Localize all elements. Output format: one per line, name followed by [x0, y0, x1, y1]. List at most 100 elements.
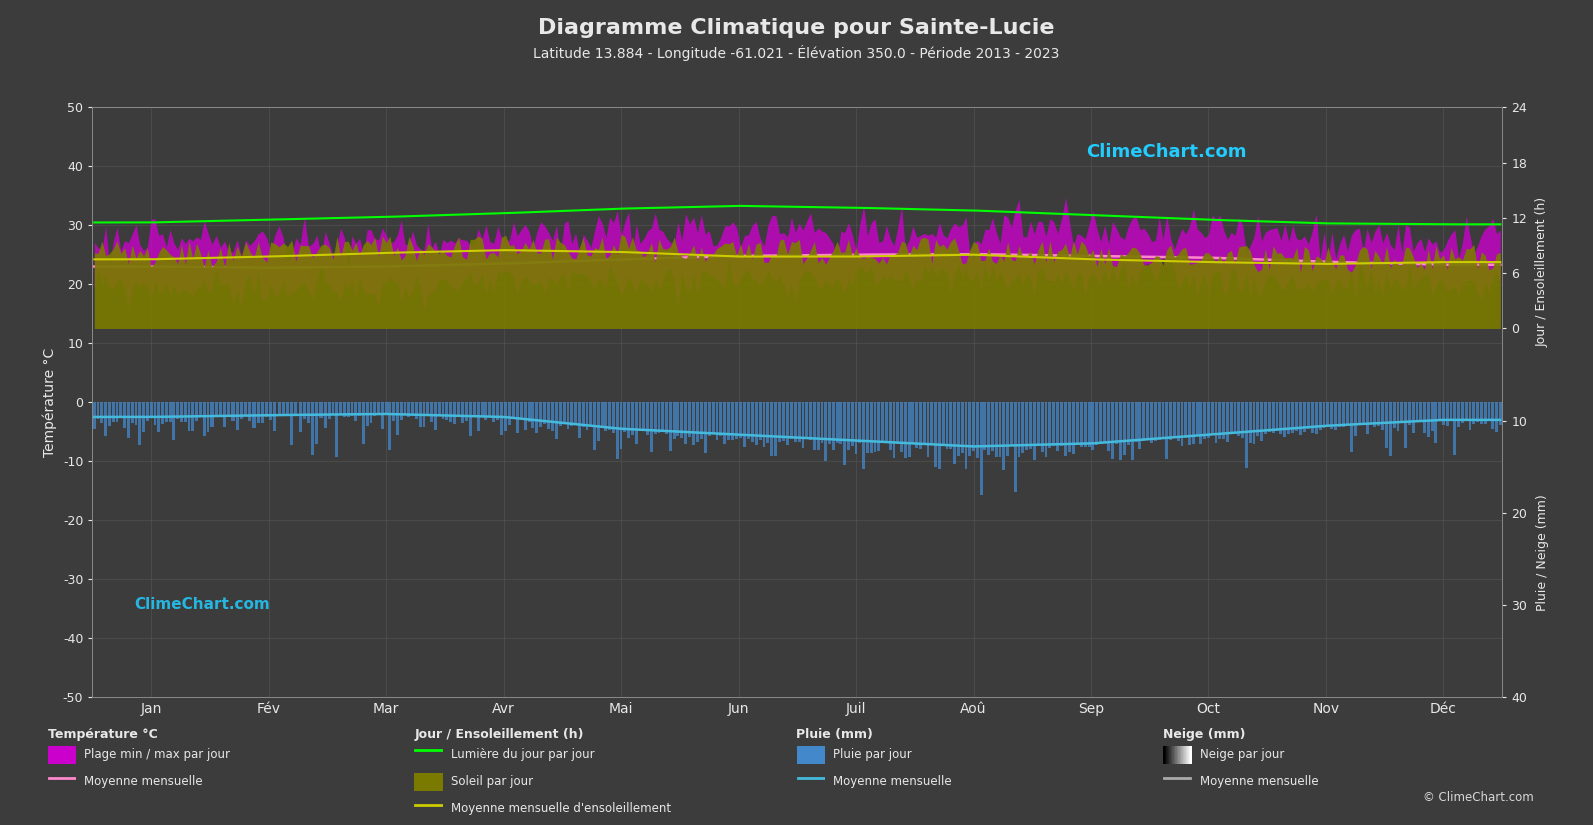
- Bar: [1446, 403, 1448, 427]
- Text: Jour / Ensoleillement (h): Jour / Ensoleillement (h): [1536, 197, 1548, 347]
- Bar: [1257, 403, 1258, 436]
- Bar: [631, 403, 634, 435]
- Bar: [134, 403, 137, 425]
- Bar: [1423, 403, 1426, 432]
- Bar: [1279, 403, 1282, 434]
- Bar: [342, 403, 346, 417]
- Bar: [1335, 403, 1337, 430]
- Bar: [1241, 403, 1244, 438]
- Bar: [728, 403, 730, 441]
- Bar: [1099, 403, 1102, 443]
- Bar: [1188, 403, 1192, 445]
- Bar: [427, 403, 429, 416]
- Bar: [806, 403, 808, 438]
- Bar: [307, 403, 311, 423]
- Bar: [543, 403, 546, 424]
- Bar: [290, 403, 293, 445]
- Bar: [1072, 403, 1075, 454]
- Bar: [449, 403, 452, 422]
- Bar: [503, 403, 507, 431]
- Bar: [1166, 403, 1168, 459]
- Bar: [1343, 403, 1344, 427]
- Bar: [1416, 403, 1418, 422]
- Bar: [476, 403, 479, 431]
- Bar: [1139, 403, 1142, 449]
- Text: Moyenne mensuelle: Moyenne mensuelle: [833, 775, 951, 788]
- Bar: [1010, 403, 1013, 446]
- Bar: [840, 403, 843, 445]
- Bar: [123, 403, 126, 427]
- Bar: [661, 403, 664, 431]
- Bar: [210, 403, 213, 427]
- Bar: [1067, 403, 1070, 452]
- Bar: [677, 403, 679, 436]
- Bar: [153, 403, 156, 425]
- Bar: [1018, 403, 1021, 457]
- Bar: [269, 403, 272, 420]
- Bar: [922, 403, 926, 445]
- Bar: [1373, 403, 1376, 427]
- Bar: [1311, 403, 1314, 433]
- Bar: [298, 403, 301, 431]
- Bar: [358, 403, 362, 416]
- Bar: [1249, 403, 1252, 443]
- Bar: [1298, 403, 1301, 436]
- Bar: [854, 403, 857, 455]
- Bar: [112, 403, 115, 422]
- Bar: [465, 403, 468, 422]
- Bar: [484, 403, 487, 420]
- Bar: [119, 403, 123, 418]
- Bar: [392, 403, 395, 421]
- Y-axis label: Température °C: Température °C: [43, 347, 57, 457]
- Bar: [1142, 403, 1145, 441]
- Bar: [1397, 403, 1399, 431]
- Bar: [1365, 403, 1368, 434]
- Bar: [1434, 403, 1437, 443]
- Bar: [704, 403, 707, 454]
- Bar: [497, 403, 499, 420]
- Bar: [763, 403, 766, 447]
- Bar: [519, 403, 523, 419]
- Bar: [1438, 403, 1442, 420]
- Bar: [104, 403, 107, 436]
- Bar: [416, 403, 417, 419]
- Bar: [177, 403, 178, 419]
- Bar: [1322, 403, 1325, 428]
- Bar: [889, 403, 892, 450]
- Bar: [634, 403, 637, 445]
- Bar: [930, 403, 933, 446]
- Bar: [908, 403, 911, 457]
- Bar: [252, 403, 255, 428]
- Bar: [779, 403, 781, 442]
- Bar: [1080, 403, 1083, 446]
- Bar: [1040, 403, 1043, 452]
- Bar: [820, 403, 824, 443]
- Bar: [715, 403, 718, 440]
- Bar: [1314, 403, 1317, 434]
- Bar: [562, 403, 566, 423]
- Bar: [1327, 403, 1330, 426]
- Bar: [1007, 403, 1008, 456]
- Bar: [315, 403, 319, 444]
- Bar: [223, 403, 226, 427]
- Bar: [1214, 403, 1217, 443]
- Bar: [1246, 403, 1247, 468]
- Bar: [612, 403, 615, 433]
- Bar: [1338, 403, 1341, 427]
- Bar: [988, 403, 991, 455]
- Bar: [285, 403, 288, 415]
- Bar: [366, 403, 368, 426]
- Bar: [916, 403, 918, 448]
- Bar: [628, 403, 631, 438]
- Bar: [1088, 403, 1091, 446]
- Bar: [996, 403, 997, 457]
- Bar: [801, 403, 804, 448]
- Bar: [828, 403, 832, 445]
- Bar: [1211, 403, 1214, 435]
- Bar: [441, 403, 444, 419]
- Text: Soleil par jour: Soleil par jour: [451, 775, 534, 788]
- Bar: [249, 403, 252, 421]
- Bar: [473, 403, 476, 417]
- Bar: [1184, 403, 1187, 438]
- Bar: [188, 403, 191, 431]
